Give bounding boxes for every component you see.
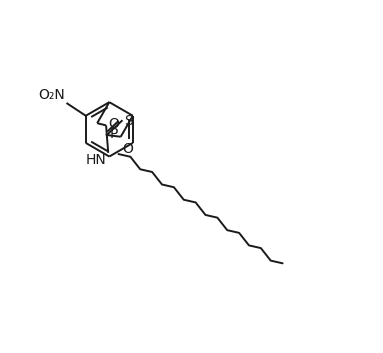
Text: O: O — [122, 142, 133, 156]
Text: HN: HN — [86, 153, 107, 167]
Text: O: O — [108, 117, 119, 131]
Text: P: P — [110, 127, 118, 140]
Text: O₂N: O₂N — [38, 88, 65, 102]
Text: S: S — [124, 114, 133, 128]
